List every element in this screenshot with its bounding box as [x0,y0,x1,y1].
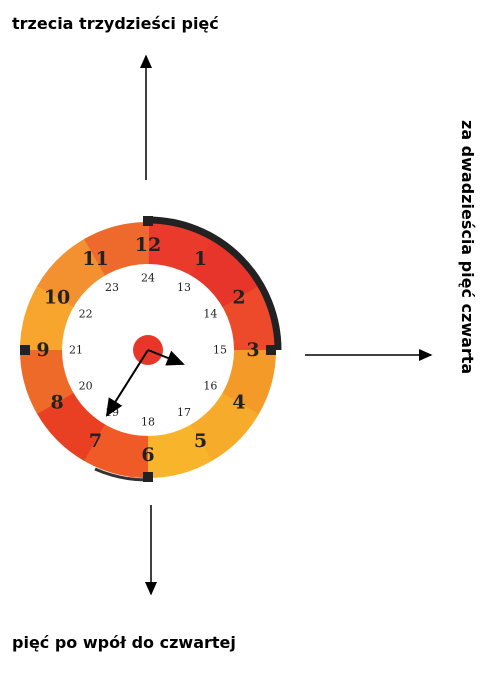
bottom-label: pięć po wpół do czwartej [12,633,236,652]
hour-number: 8 [50,392,63,414]
hour24-number: 24 [141,272,155,285]
hour24-number: 21 [69,344,83,357]
hour24-number: 18 [141,416,155,429]
hour24-number: 17 [177,406,191,419]
hour-number: 4 [232,392,245,414]
hour-number: 12 [135,234,161,256]
hour-number: 2 [232,287,245,309]
minute-hand [105,349,149,417]
tick [266,345,276,355]
hour24-number: 22 [79,308,93,321]
hour24-number: 14 [203,308,217,321]
hour-number: 1 [194,248,207,270]
hour-number: 5 [194,430,207,452]
hour24-number: 16 [203,380,217,393]
hour-hand [147,349,185,366]
tick [20,345,30,355]
top-label: trzecia trzydzieści pięć [12,14,219,33]
hour-number: 10 [44,287,70,309]
right-label: za dwadzieścia pięć czwarta [458,120,477,375]
hour-number: 3 [246,339,259,361]
hour-number: 9 [36,339,49,361]
tick [143,472,153,482]
tick [143,216,153,226]
hour-number: 11 [82,248,108,270]
hour24-number: 23 [105,281,119,294]
hour24-number: 20 [79,380,93,393]
hour24-number: 13 [177,281,191,294]
hour-number: 6 [141,444,154,466]
hour-number: 7 [89,430,102,452]
clock-rim [147,216,282,351]
hour24-number: 15 [213,344,227,357]
